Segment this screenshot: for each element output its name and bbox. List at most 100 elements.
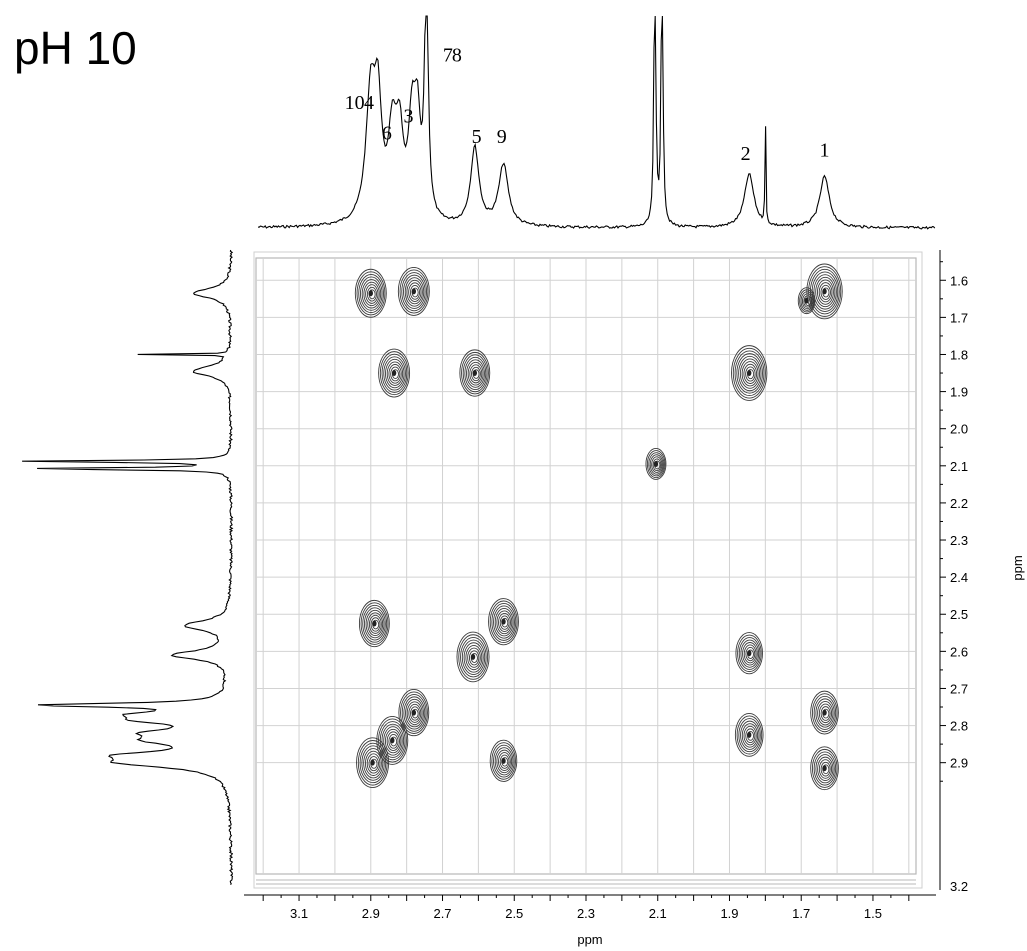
contour-level (461, 351, 489, 395)
contour-level (743, 363, 758, 384)
contour-level (376, 715, 409, 765)
y-tick-label: 1.9 (950, 385, 968, 400)
contour-level (489, 739, 518, 782)
contour-level (383, 356, 406, 391)
contour-level (458, 634, 489, 680)
contour-core (501, 618, 506, 625)
contour-core (368, 290, 373, 297)
contour-level (813, 751, 837, 786)
contour-level (811, 748, 838, 788)
contour-level (405, 698, 424, 728)
contour-core (747, 370, 752, 377)
contour-level (808, 266, 842, 317)
contour-core (390, 737, 395, 744)
cross-peak (398, 688, 430, 737)
contour-level (740, 639, 760, 668)
contour-level (370, 617, 381, 632)
contour-level (810, 690, 839, 735)
contour-level (378, 348, 411, 398)
contour-level (799, 289, 815, 313)
contour-level (364, 750, 382, 776)
contour-level (815, 754, 835, 784)
contour-level (363, 607, 386, 641)
contour-level (736, 715, 763, 755)
contour-core (822, 288, 827, 295)
contour-level (354, 268, 387, 318)
contour-level (813, 274, 837, 310)
contour-level (741, 723, 759, 748)
contour-level (810, 746, 839, 791)
contour-level (462, 354, 488, 393)
peak-label: 2 (741, 143, 751, 165)
contour-level (820, 284, 831, 300)
contour-level (743, 644, 757, 664)
contour-level (651, 456, 663, 473)
contour-level (468, 650, 480, 666)
y-tick-label: 1.8 (950, 347, 968, 362)
contour-level (498, 612, 511, 632)
contour-level (406, 701, 423, 726)
contour-level (388, 364, 402, 384)
contour-level (494, 747, 514, 776)
contour-level (469, 364, 483, 384)
cross-peaks (354, 263, 843, 791)
contour-level (460, 636, 487, 678)
peak-label: 9 (497, 126, 507, 148)
contour-level (493, 605, 515, 639)
contour-core (747, 650, 752, 657)
contour-level (491, 603, 517, 641)
contour-level (400, 691, 428, 734)
grid (256, 258, 916, 874)
contour-level (818, 282, 833, 303)
y-tick-label: 2.1 (950, 459, 968, 474)
cross-peak (645, 448, 667, 480)
cross-peak (806, 263, 843, 320)
contour-level (368, 614, 382, 634)
cross-peak (356, 737, 390, 788)
contour-level (363, 748, 384, 779)
contour-level (494, 607, 514, 637)
x-axis-label: ppm (577, 932, 602, 947)
y-tick-label: 2.7 (950, 681, 968, 696)
y-tick-label: 2.3 (950, 533, 968, 548)
x-tick-label: 2.5 (505, 906, 523, 921)
contour-core (653, 460, 659, 467)
contour-level (365, 609, 385, 639)
contour-level (817, 279, 834, 305)
contour-level (817, 756, 834, 782)
contour-level (811, 693, 838, 733)
cross-peak (358, 599, 390, 648)
contour-level (463, 642, 484, 673)
contour-level (649, 454, 664, 475)
contour-level (456, 631, 490, 683)
contour-level (384, 728, 402, 754)
contour-level (817, 701, 834, 726)
contour-core (804, 297, 809, 304)
cross-peak (735, 632, 763, 675)
contour-level (801, 293, 813, 310)
contour-level (820, 761, 831, 777)
top-spectrum-trace (257, 15, 936, 230)
contour-core (501, 757, 506, 764)
contour-level (499, 615, 510, 630)
contour-level (646, 450, 666, 479)
contour-level (739, 358, 761, 389)
cross-peak (797, 287, 816, 315)
contour-core (822, 765, 827, 772)
peak-label: 1 (820, 140, 830, 162)
y-axis: 1.6 1.7 1.8 1.9 2.0 2.1 2.2 2.3 2.4 2.5 2.6 2.7 2.8 2… (939, 250, 968, 894)
contour-level (818, 703, 833, 724)
contour-level (818, 759, 833, 779)
cross-peak (488, 598, 519, 646)
contour-level (737, 634, 762, 673)
contour-level (357, 740, 388, 786)
y-tick-label: 2.4 (950, 570, 968, 585)
y-tick-label: 2.5 (950, 607, 968, 622)
contour-level (652, 458, 662, 472)
contour-level (368, 756, 379, 772)
contour-level (815, 698, 835, 728)
x-tick-label: 1.7 (792, 906, 810, 921)
contour-level (358, 599, 390, 648)
contour-level (399, 269, 429, 314)
contour-level (409, 284, 421, 300)
